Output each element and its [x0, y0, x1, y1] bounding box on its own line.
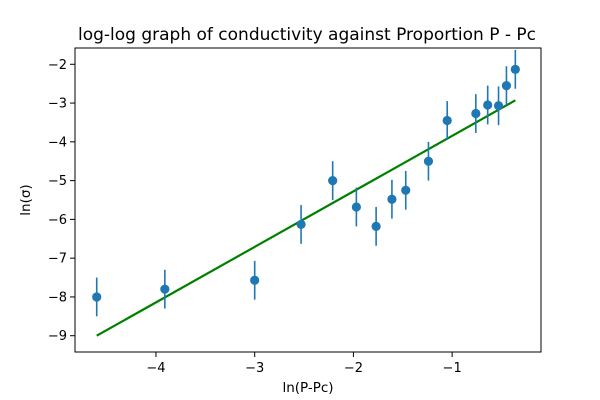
data-point — [471, 108, 481, 119]
y-tick-label: −2 — [48, 58, 67, 73]
data-point — [250, 275, 260, 285]
data-point — [493, 101, 504, 111]
y-tick-label: −8 — [48, 290, 67, 305]
data-point — [510, 64, 520, 74]
x-tick-label: −1 — [443, 361, 462, 376]
data-point — [501, 81, 512, 91]
data-point — [160, 284, 170, 294]
data-point — [483, 100, 493, 110]
x-tick-label: −3 — [245, 361, 264, 376]
y-axis-ticks: −9 −8 −7 −6 −5 −4 −3 −2 — [48, 58, 75, 344]
y-tick-label: −9 — [48, 329, 67, 344]
data-point — [387, 194, 397, 204]
x-axis-label: ln(P-Pc) — [282, 380, 333, 396]
data-point — [371, 221, 381, 231]
x-tick-label: −2 — [344, 361, 363, 376]
x-axis-ticks: −4 −3 −2 −1 — [146, 352, 462, 376]
data-point — [442, 115, 452, 126]
y-tick-label: −4 — [48, 135, 67, 150]
chart-title: log-log graph of conductivity against Pr… — [78, 25, 536, 45]
fit-line — [96, 99, 516, 337]
data-point — [401, 185, 411, 195]
y-tick-label: −5 — [48, 174, 67, 189]
x-tick-label: −4 — [146, 361, 165, 376]
y-tick-label: −3 — [48, 97, 67, 112]
fit-line-layer — [96, 99, 516, 337]
data-point — [328, 176, 338, 186]
y-tick-label: −7 — [48, 252, 67, 267]
y-axis-label: ln(σ) — [18, 184, 34, 215]
data-point — [92, 292, 102, 302]
plot-area-frame — [74, 47, 542, 353]
data-points-layer — [92, 49, 520, 317]
data-point — [423, 156, 434, 166]
data-point — [351, 202, 361, 212]
data-point — [296, 219, 306, 230]
y-tick-label: −6 — [48, 213, 67, 228]
